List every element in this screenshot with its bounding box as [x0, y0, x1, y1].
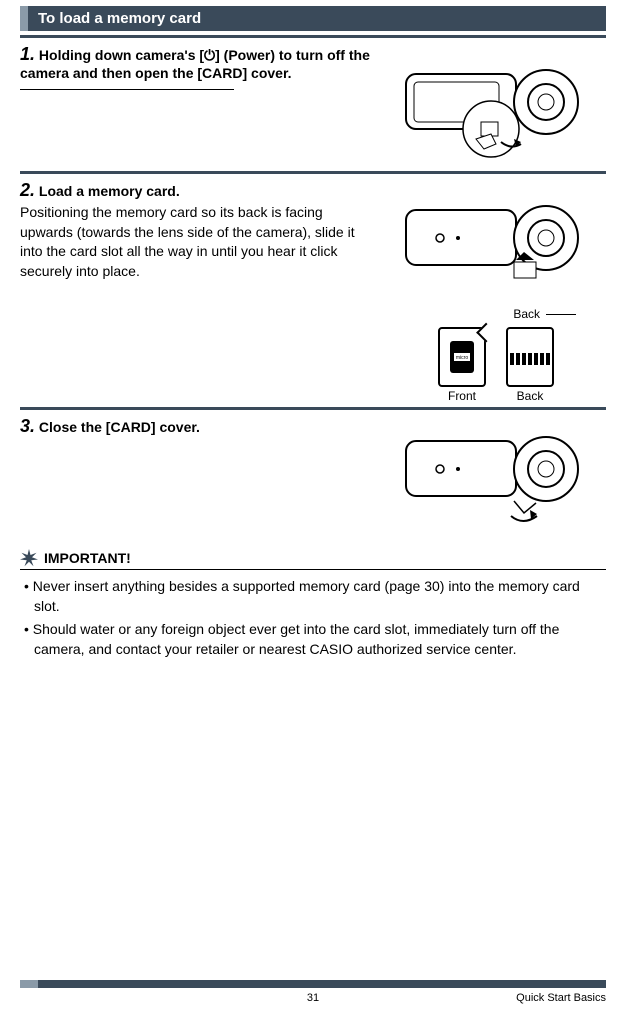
step-1-number: 1. [20, 44, 35, 64]
important-bullets: Never insert anything besides a supporte… [20, 576, 606, 659]
back-label: Back [513, 307, 540, 321]
step-1: 1. Holding down camera's [⏻] (Power) to … [20, 35, 606, 167]
step-3-figure [386, 416, 606, 539]
front-label: Front [438, 389, 486, 403]
burst-icon [20, 549, 38, 567]
section-header: To load a memory card [20, 6, 606, 31]
camera-insert-card-illustration [396, 180, 596, 300]
footer-section-label: Quick Start Basics [516, 992, 606, 1004]
svg-text:micro: micro [456, 355, 468, 361]
divider [20, 89, 234, 90]
important-bullet-2: Should water or any foreign object ever … [20, 619, 606, 660]
step-1-title: Holding down camera's [⏻] (Power) to tur… [20, 47, 370, 81]
camera-close-cover-illustration [396, 416, 596, 536]
back-pointer: Back [513, 307, 576, 321]
step-3-title: Close the [CARD] cover. [39, 419, 200, 435]
page-footer: 31 Quick Start Basics [0, 980, 626, 1004]
sd-card-back-icon [506, 327, 554, 387]
step-1-figure [386, 44, 606, 167]
step-2-figure: Back micro Front [386, 180, 606, 403]
back-card-label: Back [506, 389, 554, 403]
sd-card-front-icon: micro [438, 327, 486, 387]
step-2: 2. Load a memory card. Positioning the m… [20, 171, 606, 403]
step-2-body: Positioning the memory card so its back … [20, 203, 376, 281]
important-bullet-1: Never insert anything besides a supporte… [20, 576, 606, 617]
footer-bar [20, 980, 606, 988]
important-label: IMPORTANT! [44, 550, 131, 566]
step-2-number: 2. [20, 180, 35, 200]
important-header: IMPORTANT! [20, 549, 606, 570]
step-3: 3. Close the [CARD] cover. [20, 407, 606, 539]
step-3-number: 3. [20, 416, 35, 436]
step-2-title: Load a memory card. [39, 183, 180, 199]
camera-open-cover-illustration [396, 44, 596, 164]
